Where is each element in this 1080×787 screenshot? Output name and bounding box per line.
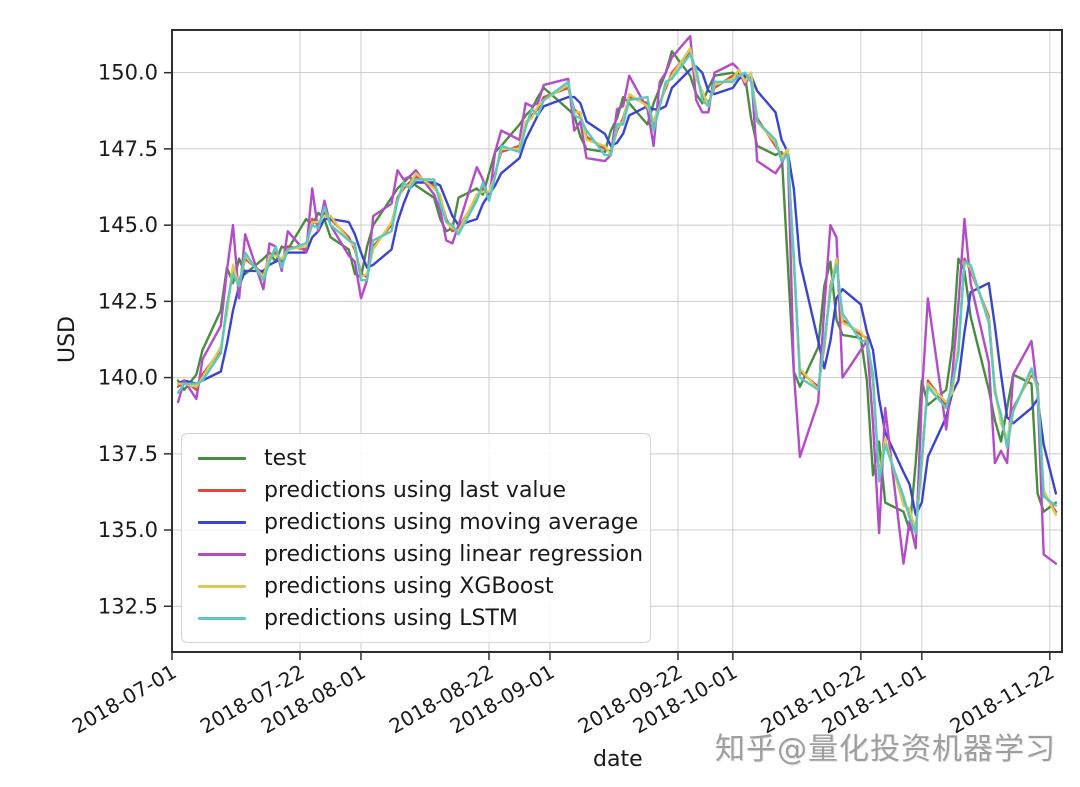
legend-item-xgboost: predictions using XGBoost xyxy=(182,570,650,602)
legend-label: predictions using XGBoost xyxy=(264,573,554,599)
x-axis-label: date xyxy=(593,747,643,772)
legend-item-last-value: predictions using last value xyxy=(182,474,650,506)
legend-line-swatch xyxy=(198,584,246,588)
series-line-moving-average xyxy=(176,65,1058,516)
series-line-lstm xyxy=(176,53,1058,535)
series-line-linear-regression xyxy=(176,34,1058,565)
legend-line-swatch xyxy=(198,520,246,524)
y-tick-label: 140.0 xyxy=(98,366,158,390)
x-tick-label: 2018-07-01 xyxy=(68,660,181,739)
legend-item-moving-average: predictions using moving average xyxy=(182,506,650,538)
y-tick-label: 137.5 xyxy=(98,442,158,466)
y-tick-label: 132.5 xyxy=(98,594,158,618)
y-tick-label: 142.5 xyxy=(98,289,158,313)
legend-line-swatch xyxy=(198,456,246,460)
y-tick-label: 135.0 xyxy=(98,518,158,542)
legend-item-test: test xyxy=(182,442,650,474)
legend-label: test xyxy=(264,445,307,471)
legend-label: predictions using LSTM xyxy=(264,605,518,631)
legend-item-linear-regression: predictions using linear regression xyxy=(182,538,650,570)
y-tick-label: 145.0 xyxy=(98,213,158,237)
y-tick-label: 150.0 xyxy=(98,61,158,85)
plot-border xyxy=(171,29,1063,653)
legend: test predictions using last value predicti… xyxy=(181,433,651,643)
legend-label: predictions using linear regression xyxy=(264,541,644,567)
legend-label: predictions using last value xyxy=(264,477,567,503)
legend-item-lstm: predictions using LSTM xyxy=(182,602,650,634)
y-axis-label: USD xyxy=(55,315,81,364)
legend-line-swatch xyxy=(198,552,246,556)
legend-label: predictions using moving average xyxy=(264,509,639,535)
legend-line-swatch xyxy=(198,488,246,492)
watermark: 知乎@量化投资机器学习 xyxy=(715,732,1056,767)
legend-line-swatch xyxy=(198,616,246,620)
y-tick-label: 147.5 xyxy=(98,137,158,161)
